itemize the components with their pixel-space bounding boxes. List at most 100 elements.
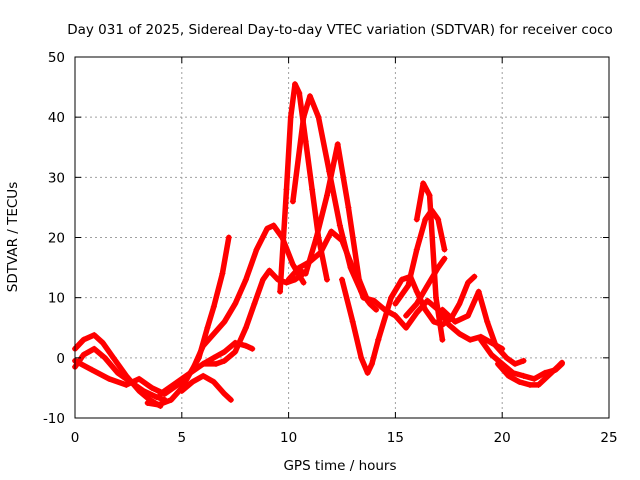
series-line	[179, 373, 234, 403]
data-point	[368, 360, 375, 367]
data-point	[554, 363, 561, 370]
data-point	[475, 288, 482, 295]
series-arc-8	[200, 339, 256, 367]
data-point	[287, 114, 294, 121]
y-tick-label: 0	[56, 351, 65, 367]
data-point	[516, 378, 523, 385]
data-point	[364, 297, 371, 304]
data-point	[432, 294, 439, 301]
data-point	[484, 318, 491, 325]
data-point	[200, 342, 207, 349]
data-point	[477, 336, 484, 343]
data-point	[253, 246, 260, 253]
data-point	[168, 396, 175, 403]
data-point	[509, 369, 516, 376]
data-point	[336, 222, 343, 229]
data-point	[520, 357, 527, 364]
data-point	[548, 369, 555, 376]
data-point	[334, 141, 341, 148]
data-point	[285, 276, 292, 283]
data-point	[313, 234, 320, 241]
data-point	[136, 375, 143, 382]
data-point	[413, 246, 420, 253]
data-point	[232, 339, 239, 346]
data-point	[388, 294, 395, 301]
data-point	[541, 369, 548, 376]
series-arc-16	[392, 207, 448, 307]
data-point	[420, 180, 427, 187]
data-point	[403, 324, 410, 331]
data-point	[315, 114, 322, 121]
data-point	[324, 276, 331, 283]
data-point	[270, 222, 277, 229]
x-tick-label: 10	[280, 430, 297, 446]
data-point	[277, 288, 284, 295]
data-point	[178, 375, 185, 382]
data-point	[221, 348, 228, 355]
y-tick-label: 30	[48, 170, 65, 186]
data-point	[80, 336, 87, 343]
data-point	[503, 354, 510, 361]
data-point	[345, 204, 352, 211]
series-arc-6	[157, 267, 307, 397]
series-line	[72, 346, 168, 403]
data-point	[465, 312, 472, 319]
data-point	[221, 318, 228, 325]
data-point	[403, 312, 410, 319]
data-point	[232, 300, 239, 307]
data-point	[219, 270, 226, 277]
series-arc-20	[494, 359, 566, 388]
data-point	[441, 246, 448, 253]
data-point	[101, 354, 108, 361]
data-point	[300, 114, 307, 121]
series-line	[292, 141, 371, 304]
data-point	[123, 381, 130, 388]
data-point	[392, 312, 399, 319]
data-point	[324, 192, 331, 199]
series-arc-15	[403, 255, 448, 319]
data-point	[398, 276, 405, 283]
x-tick-label: 15	[387, 430, 404, 446]
data-point	[494, 360, 501, 367]
data-point	[292, 264, 299, 271]
x-tick-label: 20	[494, 430, 511, 446]
series-arc-2	[72, 331, 164, 409]
y-axis-label: SDTVAR / TECUs	[5, 182, 21, 292]
data-point	[456, 330, 463, 337]
axes: 0 5 10 15 20 25 -10 0 10 20 30 40 50	[43, 50, 618, 446]
data-point	[210, 303, 217, 310]
data-point	[364, 369, 371, 376]
data-point	[259, 276, 266, 283]
data-point	[200, 360, 207, 367]
data-point	[512, 360, 519, 367]
series-arc-5	[178, 372, 234, 403]
data-point	[266, 267, 273, 274]
y-tick-label: 10	[48, 291, 65, 307]
data-point	[148, 384, 155, 391]
data-point	[441, 255, 448, 262]
data-point	[110, 354, 117, 361]
series-line	[375, 273, 478, 343]
data-point	[300, 279, 307, 286]
x-tick-label: 25	[600, 430, 617, 446]
data-point	[439, 306, 446, 313]
data-point	[189, 378, 196, 385]
data-point	[144, 399, 151, 406]
data-point	[89, 366, 96, 373]
data-point	[306, 93, 313, 100]
data-point	[153, 393, 160, 400]
data-point	[405, 282, 412, 289]
data-point	[413, 288, 420, 295]
data-point	[189, 366, 196, 373]
y-tick-label: -10	[43, 411, 65, 427]
data-point	[302, 138, 309, 145]
data-point	[91, 345, 98, 352]
data-point	[249, 345, 256, 352]
data-point	[373, 306, 380, 313]
data-point	[375, 336, 382, 343]
data-point	[123, 372, 130, 379]
data-point	[210, 330, 217, 337]
data-point	[541, 375, 548, 382]
data-point	[210, 378, 217, 385]
